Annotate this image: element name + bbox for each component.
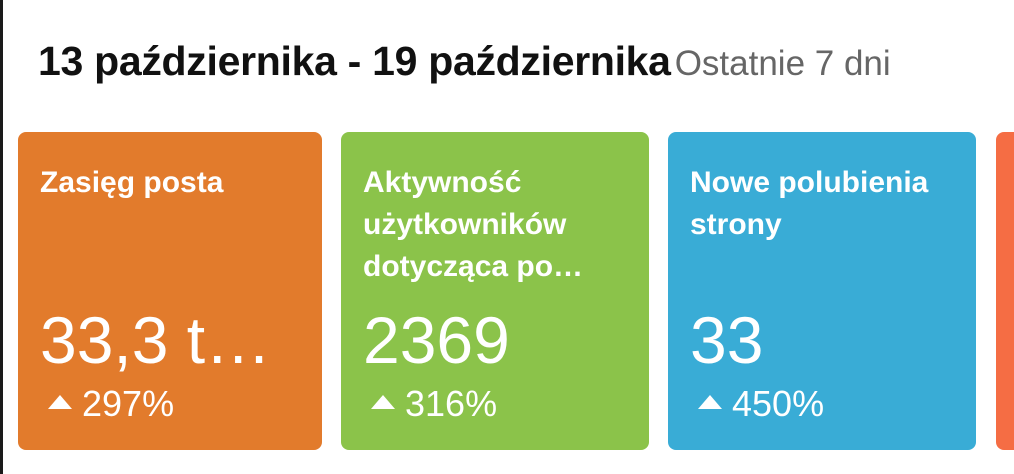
- period-label[interactable]: Ostatnie 7 dni: [674, 44, 891, 83]
- arrow-up-icon: [698, 395, 722, 409]
- metric-change-value: 450%: [732, 383, 825, 424]
- metric-card-partial[interactable]: [996, 132, 1014, 450]
- left-border: [0, 0, 3, 474]
- metric-change: 316%: [371, 382, 497, 426]
- metric-card-engagement[interactable]: Aktywność użytkowników dotycząca po… 236…: [341, 132, 649, 450]
- metric-cards: Zasięg posta 33,3 t… 297% Aktywność użyt…: [18, 132, 1014, 450]
- metric-value: 2369: [363, 303, 510, 377]
- metric-change-value: 316%: [405, 383, 498, 424]
- metric-label: Nowe polubienia strony: [690, 166, 929, 241]
- metric-card-new-page-likes[interactable]: Nowe polubienia strony 33 450%: [668, 132, 976, 450]
- metric-label: Aktywność użytkowników dotycząca po…: [363, 166, 584, 283]
- metric-value: 33,3 t…: [40, 303, 272, 377]
- metric-value: 33: [690, 303, 764, 377]
- metric-card-post-reach[interactable]: Zasięg posta 33,3 t… 297%: [18, 132, 322, 450]
- arrow-up-icon: [371, 395, 395, 409]
- metric-change-value: 297%: [82, 383, 175, 424]
- date-range-title: 13 października - 19 października: [38, 38, 671, 84]
- metric-change: 297%: [48, 382, 174, 426]
- arrow-up-icon: [48, 395, 72, 409]
- metric-label: Zasięg posta: [40, 166, 224, 199]
- metric-change: 450%: [698, 382, 824, 426]
- insights-header: 13 października - 19 października Ostatn…: [38, 38, 891, 94]
